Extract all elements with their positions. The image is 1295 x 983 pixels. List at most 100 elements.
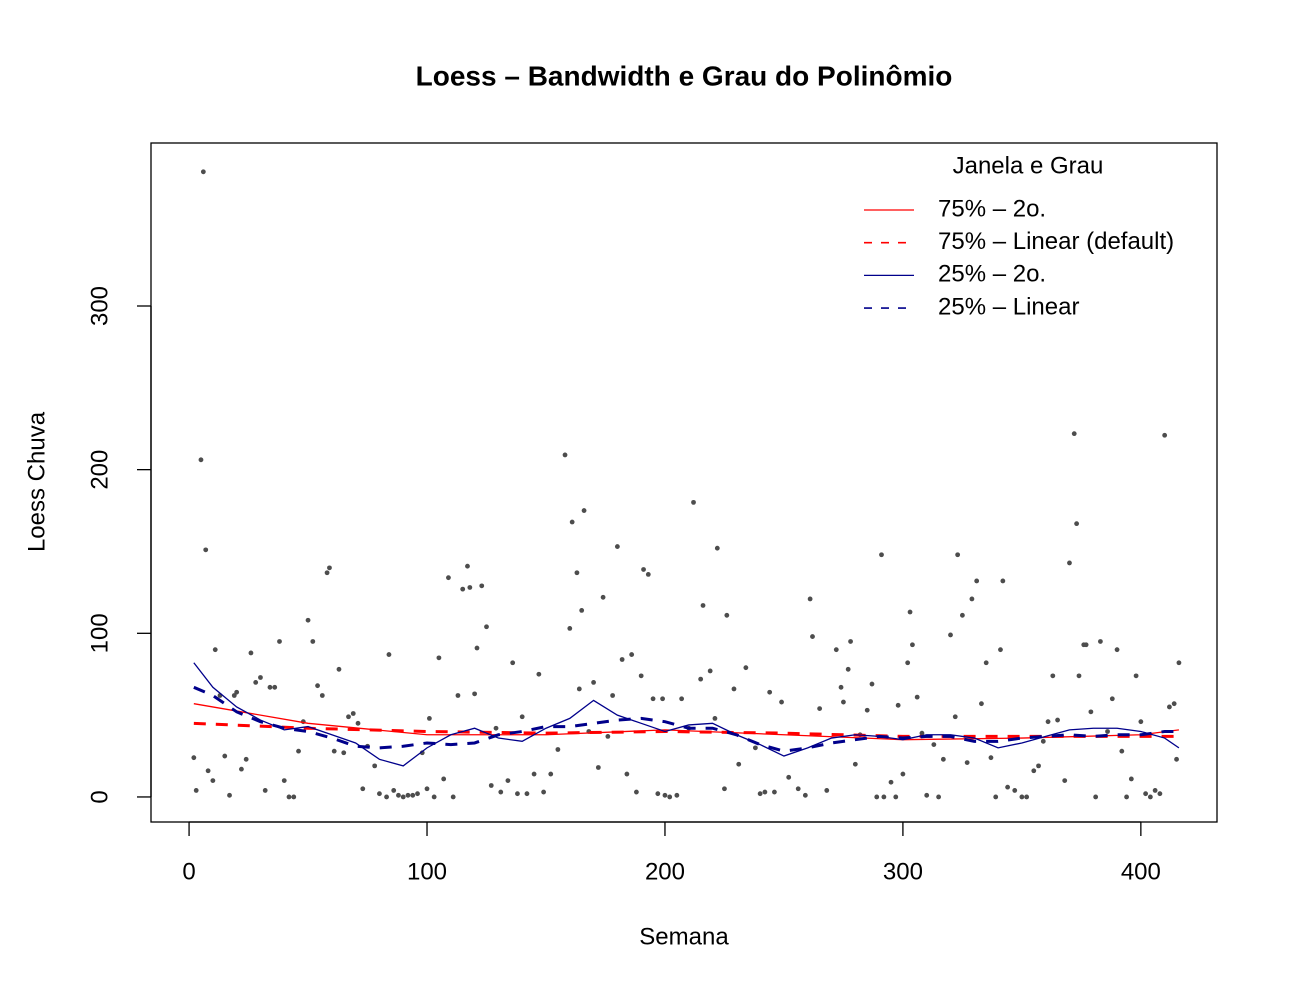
x-tick-label: 0	[182, 858, 195, 885]
x-tick-label: 300	[883, 858, 923, 885]
point	[441, 776, 447, 782]
point	[724, 612, 730, 618]
point	[431, 794, 437, 800]
point	[924, 792, 930, 798]
x-tick-label: 400	[1121, 858, 1161, 885]
point	[824, 788, 830, 793]
point	[600, 594, 606, 600]
point	[331, 748, 337, 754]
point	[327, 565, 332, 571]
point	[567, 625, 573, 631]
point	[198, 457, 204, 463]
point	[667, 794, 673, 800]
point	[515, 791, 520, 797]
point	[524, 791, 530, 797]
point	[1062, 778, 1068, 783]
point	[619, 657, 625, 662]
point	[479, 583, 485, 589]
point	[888, 779, 894, 785]
point	[191, 755, 197, 761]
point	[936, 794, 942, 800]
point	[262, 788, 268, 793]
point	[1040, 738, 1046, 744]
legend-title: Janela e Grau	[953, 152, 1104, 179]
point	[281, 778, 287, 783]
point	[1067, 560, 1072, 566]
x-tick-label: 200	[645, 858, 685, 885]
point	[574, 570, 580, 576]
point	[1074, 521, 1080, 527]
point	[650, 696, 656, 702]
point	[641, 567, 646, 572]
point	[1071, 431, 1077, 437]
point	[248, 650, 254, 656]
point	[988, 755, 994, 761]
point	[879, 552, 884, 558]
point	[426, 716, 432, 721]
point	[193, 788, 199, 793]
point	[964, 760, 970, 765]
point	[1045, 719, 1051, 725]
point	[319, 693, 325, 698]
point	[1171, 701, 1177, 707]
point	[895, 702, 901, 708]
point	[1005, 784, 1011, 790]
point	[1036, 763, 1041, 769]
point	[852, 761, 858, 767]
point	[484, 624, 489, 630]
point	[900, 771, 906, 777]
point	[910, 642, 915, 648]
point	[993, 794, 999, 800]
point	[341, 750, 347, 756]
point	[1143, 791, 1149, 797]
point	[222, 753, 228, 759]
point	[833, 647, 839, 653]
point	[595, 765, 601, 770]
point	[679, 696, 685, 702]
x-axis-label: Semana	[639, 923, 729, 950]
point	[386, 652, 392, 657]
point	[305, 617, 311, 623]
point	[200, 169, 206, 175]
point	[1050, 673, 1056, 679]
point	[405, 792, 411, 798]
point	[907, 609, 913, 615]
point	[350, 711, 356, 716]
point	[969, 596, 975, 602]
point	[1174, 756, 1179, 762]
point	[1167, 704, 1172, 710]
point	[752, 745, 758, 751]
point	[450, 794, 456, 800]
point	[1031, 768, 1037, 774]
point	[691, 499, 696, 505]
point	[384, 794, 389, 800]
legend-label: 75% – 2o.	[938, 195, 1046, 222]
point	[736, 761, 742, 767]
point	[955, 552, 961, 558]
point	[446, 575, 451, 581]
point	[712, 716, 718, 721]
point	[355, 720, 361, 726]
point	[881, 794, 887, 800]
point	[1147, 794, 1153, 800]
point	[569, 519, 575, 525]
point	[1105, 729, 1110, 734]
point	[940, 756, 946, 762]
point	[779, 699, 784, 705]
point	[310, 639, 316, 644]
point	[662, 792, 668, 798]
point	[324, 570, 330, 576]
point	[1088, 709, 1094, 715]
point	[1133, 673, 1139, 679]
point	[743, 665, 749, 671]
legend-label: 25% – 2o.	[938, 261, 1046, 288]
y-tick-label: 200	[86, 450, 113, 490]
point	[467, 585, 473, 590]
point	[1024, 794, 1030, 800]
point	[286, 794, 292, 800]
point	[1157, 791, 1163, 797]
point	[1114, 647, 1120, 653]
y-axis-label: Loess Chuva	[23, 411, 50, 552]
point	[660, 696, 665, 702]
